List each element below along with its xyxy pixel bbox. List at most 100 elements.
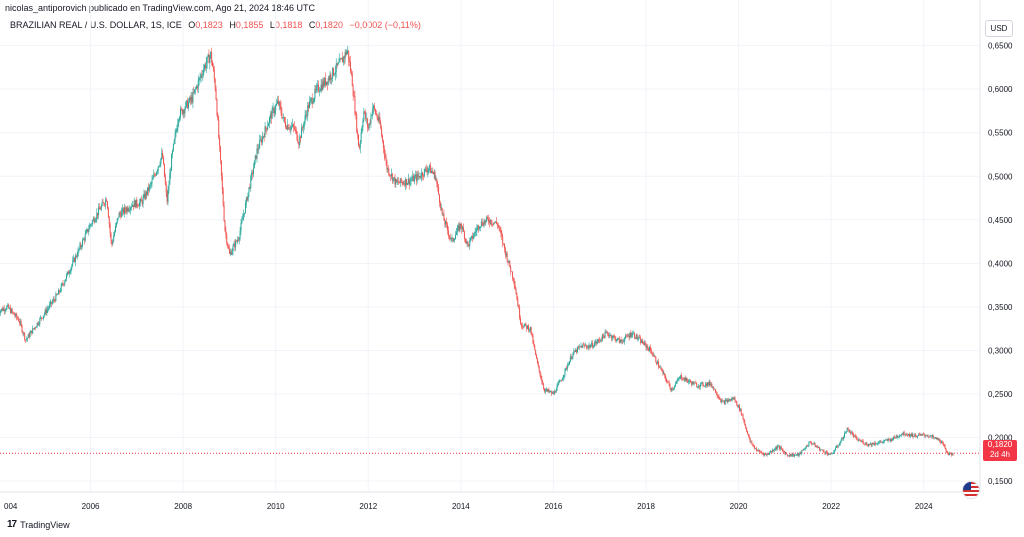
candle-body [576,349,578,353]
candle-body [720,399,722,402]
candle-body [696,383,698,388]
candle-body [114,225,116,232]
candle-body [622,340,624,342]
candle-body [811,442,813,444]
candle-body [108,217,110,225]
y-tick-label: 0,6000 [988,85,1013,94]
candle-body [329,74,331,80]
candle-body [626,335,628,337]
candle-body [519,307,521,318]
candle-body [903,431,905,435]
candle-body [218,119,220,138]
candle-body [295,129,297,132]
time-axis[interactable]: 004 2006 2008 2010 2012 2014 2016 2018 2020 2022 2… [4,502,933,511]
candle-body [495,221,497,223]
candle-body [382,140,384,149]
candle-body [386,161,388,170]
candle-body [857,440,859,441]
candle-body [51,301,53,304]
candle-body [194,89,196,93]
candle-body [524,323,526,326]
candle-body [90,224,92,225]
candle-body [279,102,281,107]
candle-body [511,271,513,273]
candle-body [556,385,558,392]
candle-body [463,227,465,232]
us-flag-icon[interactable] [962,481,980,499]
candle-body [660,367,662,370]
candle-body [770,451,772,453]
candle-body [669,384,671,389]
candle-body [689,380,691,382]
candle-body [143,193,145,198]
candle-body [741,414,743,415]
candle-body [354,96,356,114]
candle-body [602,334,604,337]
candle-body [560,380,562,382]
candle-body [703,385,705,387]
currency-button[interactable]: USD [985,20,1013,37]
candle-body [392,177,394,181]
candle-body [31,330,33,334]
candle-body [406,179,408,185]
x-tick-label: 2016 [545,502,563,511]
candle-body [442,213,444,215]
candle-body [222,189,224,206]
candle-body [880,441,882,443]
candle-body [157,166,159,171]
candle-body [433,171,435,174]
candle-body [607,331,609,335]
candle-body [899,435,901,437]
symbol-name[interactable]: BRAZILIAN REAL / U.S. DOLLAR, 1S, ICE [10,20,182,30]
candle-body [299,136,301,145]
candle-body [805,445,807,449]
candle-body [921,434,923,435]
candle-body [390,175,392,177]
candle-body [803,449,805,450]
tradingview-brand[interactable]: 17 TradingView [7,519,70,530]
candle-body [340,58,342,60]
candle-body [801,450,803,454]
candle-body [365,112,367,119]
candle-body [342,56,344,63]
candle-body [27,334,29,338]
candle-body [339,58,341,63]
candle-body [882,441,884,443]
candle-body [138,206,140,207]
candle-body [1,308,3,311]
candle-body [260,139,262,141]
candle-body [864,444,866,445]
candle-body [763,453,765,456]
candle-body [687,380,689,383]
candle-body [70,267,72,272]
candle-body [258,148,260,150]
x-tick-label: 2022 [822,502,840,511]
y-tick-label: 0,5500 [988,129,1013,138]
candle-body [722,400,724,402]
candle-body [878,442,880,443]
candle-body [220,146,222,161]
candle-body [608,334,610,337]
price-axis[interactable]: 0,6500 0,6000 0,5500 0,5000 0,4500 0,4000 0,35… [988,42,1013,487]
y-tick-label: 0,2000 [988,434,1013,443]
candle-body [120,214,122,218]
candle-body [859,439,861,441]
candle-body [682,379,684,381]
candle-body [849,431,851,433]
candle-body [267,126,269,130]
candle-body [317,84,319,87]
candle-body [78,248,80,250]
candle-body [451,237,453,239]
candle-body [67,271,69,275]
candle-body [434,171,436,180]
candle-body [298,142,300,145]
candle-body [823,451,825,453]
candle-body [909,434,911,437]
close-value: 0,1820 [315,20,343,30]
candle-body [790,454,792,457]
candle-body [691,381,693,385]
candle-body [700,382,702,384]
candle-body [558,382,560,384]
candle-body [439,202,441,209]
